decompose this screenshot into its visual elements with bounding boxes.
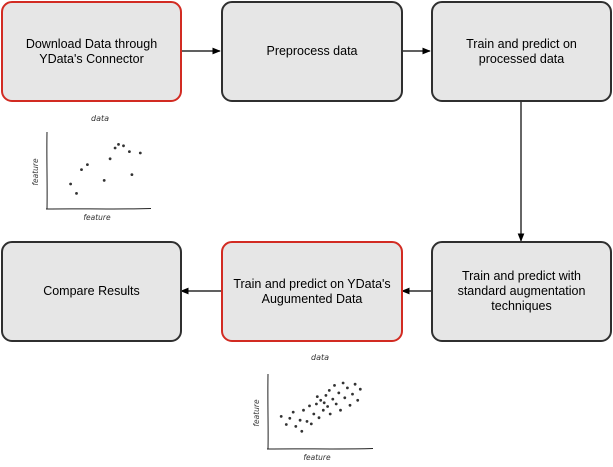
step-preprocess-data-label: Preprocess data bbox=[266, 44, 358, 58]
step-train-standard-augmentation-label: Train and predict with standard augmenta… bbox=[457, 269, 586, 313]
plot-augmented-point bbox=[279, 415, 283, 418]
step-train-ydata-augmented-label: Train and predict on YData's Augumented … bbox=[233, 276, 391, 306]
plot-augmented-point bbox=[315, 402, 318, 406]
plot-original-title: data bbox=[91, 114, 109, 123]
plot-augmented-point bbox=[334, 402, 338, 406]
step-train-ydata-augmented[interactable]: Train and predict on YData's Augumented … bbox=[221, 241, 403, 342]
plot-augmented-point bbox=[308, 404, 311, 408]
plot-original-point bbox=[69, 182, 72, 186]
step-download-data-label: Download Data through YData's Connector bbox=[25, 36, 158, 66]
plot-original-point bbox=[102, 179, 106, 182]
plot-augmented-point bbox=[298, 418, 302, 422]
plot-augmented-point bbox=[337, 391, 341, 395]
plot-augmented-point bbox=[309, 422, 313, 426]
step-download-data[interactable]: Download Data through YData's Connector bbox=[1, 1, 182, 102]
plot-augmented-point bbox=[333, 384, 336, 387]
plot-augmented-point bbox=[327, 389, 331, 392]
plot-augmented-point bbox=[339, 408, 342, 412]
plot-augmented-x-axis bbox=[266, 448, 374, 450]
plot-augmented-point bbox=[284, 423, 288, 426]
plot-augmented-point bbox=[321, 408, 325, 412]
plot-augmented-point bbox=[356, 398, 360, 402]
plot-augmented-point bbox=[322, 401, 326, 405]
sketch-plot-augmented: data feature feature bbox=[252, 353, 374, 462]
step-compare-results-label: Compare Results bbox=[43, 284, 140, 298]
plot-augmented-point bbox=[328, 412, 332, 416]
plot-original-point bbox=[86, 163, 89, 167]
step-train-processed-label: Train and predict on processed data bbox=[466, 36, 577, 66]
plot-original-point bbox=[127, 150, 131, 154]
plot-original-point bbox=[138, 151, 142, 155]
plot-original-point bbox=[75, 192, 78, 195]
plot-augmented-point bbox=[324, 394, 328, 397]
step-preprocess-data[interactable]: Preprocess data bbox=[221, 1, 403, 102]
plot-original-point bbox=[80, 168, 83, 172]
plot-original-points bbox=[69, 143, 142, 195]
step-train-processed[interactable]: Train and predict on processed data bbox=[431, 1, 612, 102]
plot-augmented-point bbox=[348, 403, 352, 407]
plot-original-point bbox=[122, 144, 125, 148]
plot-original-point bbox=[108, 157, 112, 161]
plot-original-point bbox=[113, 146, 117, 150]
plot-augmented-point bbox=[312, 412, 316, 416]
plot-augmented-point bbox=[315, 395, 319, 398]
sketch-plot-original: data feature feature bbox=[31, 114, 152, 222]
plot-augmented-title: data bbox=[311, 353, 329, 362]
plot-augmented-point bbox=[341, 381, 345, 385]
plot-augmented-point bbox=[326, 405, 329, 408]
plot-augmented-ylabel: feature bbox=[252, 399, 261, 427]
plot-augmented-point bbox=[288, 416, 292, 420]
plot-original-point bbox=[130, 173, 134, 177]
plot-augmented-point bbox=[294, 425, 298, 428]
plot-augmented-point bbox=[317, 416, 321, 420]
plot-augmented-point bbox=[343, 396, 347, 400]
plot-augmented-point bbox=[305, 420, 309, 423]
plot-augmented-xlabel: feature bbox=[303, 453, 331, 462]
plot-augmented-point bbox=[353, 382, 357, 386]
plot-augmented-point bbox=[300, 429, 304, 433]
plot-augmented-point bbox=[358, 387, 362, 391]
plot-original-point bbox=[117, 143, 120, 146]
plot-augmented-points bbox=[279, 381, 362, 433]
plot-augmented-point bbox=[351, 392, 354, 396]
plot-original-ylabel: feature bbox=[31, 158, 40, 186]
plot-augmented-point bbox=[331, 397, 335, 401]
plot-augmented-point bbox=[291, 410, 295, 414]
step-compare-results[interactable]: Compare Results bbox=[1, 241, 182, 342]
plot-augmented-point bbox=[346, 386, 349, 390]
plot-original-x-axis bbox=[45, 208, 152, 210]
plot-augmented-point bbox=[302, 408, 305, 412]
plot-original-xlabel: feature bbox=[83, 213, 111, 222]
plot-augmented-point bbox=[319, 398, 323, 402]
step-train-standard-augmentation[interactable]: Train and predict with standard augmenta… bbox=[431, 241, 612, 342]
